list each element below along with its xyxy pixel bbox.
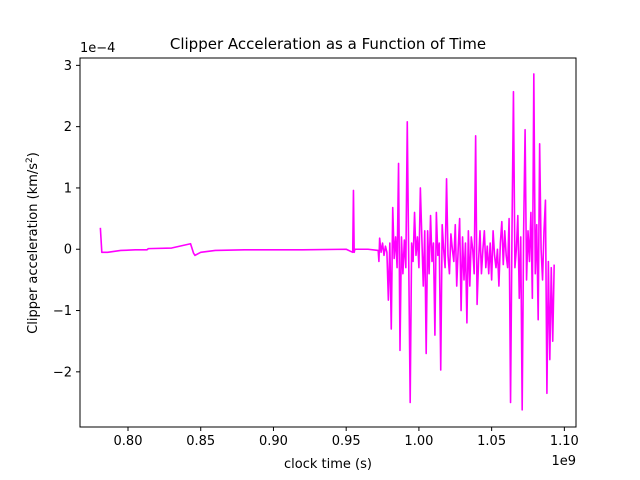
x-offset-text: 1e9	[551, 454, 576, 469]
x-axis-ticks: 0.80 0.85 0.90 0.95 1.00 1.05 1.10	[114, 427, 579, 449]
x-tick-label: 0.95	[332, 434, 361, 449]
x-tick-label: 1.05	[477, 434, 506, 449]
x-tick-label: 0.80	[114, 434, 143, 449]
y-axis-label: Clipper acceleration (km/s2)	[25, 152, 41, 334]
y-axis-label-superscript: 2	[25, 157, 35, 163]
x-axis-label: clock time (s)	[284, 457, 372, 472]
plot-area	[79, 57, 577, 428]
y-axis-label-end: )	[26, 152, 41, 157]
series-layer	[99, 73, 555, 411]
y-tick-label: −2	[53, 365, 72, 380]
y-tick-label: −1	[53, 304, 72, 319]
y-axis-ticks: −2 −1 0 1 2 3	[53, 59, 80, 380]
series-line-0	[99, 73, 555, 411]
x-tick-label: 1.10	[550, 434, 579, 449]
axes-frame	[79, 57, 577, 428]
y-tick-label: 0	[64, 243, 72, 258]
x-tick-label: 0.85	[186, 434, 215, 449]
x-tick-label: 0.90	[259, 434, 288, 449]
x-tick-label: 1.00	[404, 434, 433, 449]
y-tick-label: 3	[64, 59, 72, 74]
chart-title: Clipper Acceleration as a Function of Ti…	[170, 35, 486, 53]
y-offset-text: 1e−4	[80, 41, 115, 56]
y-axis-label-main: Clipper acceleration (km/s	[26, 163, 41, 334]
y-tick-label: 2	[64, 120, 72, 135]
y-tick-label: 1	[64, 181, 72, 196]
